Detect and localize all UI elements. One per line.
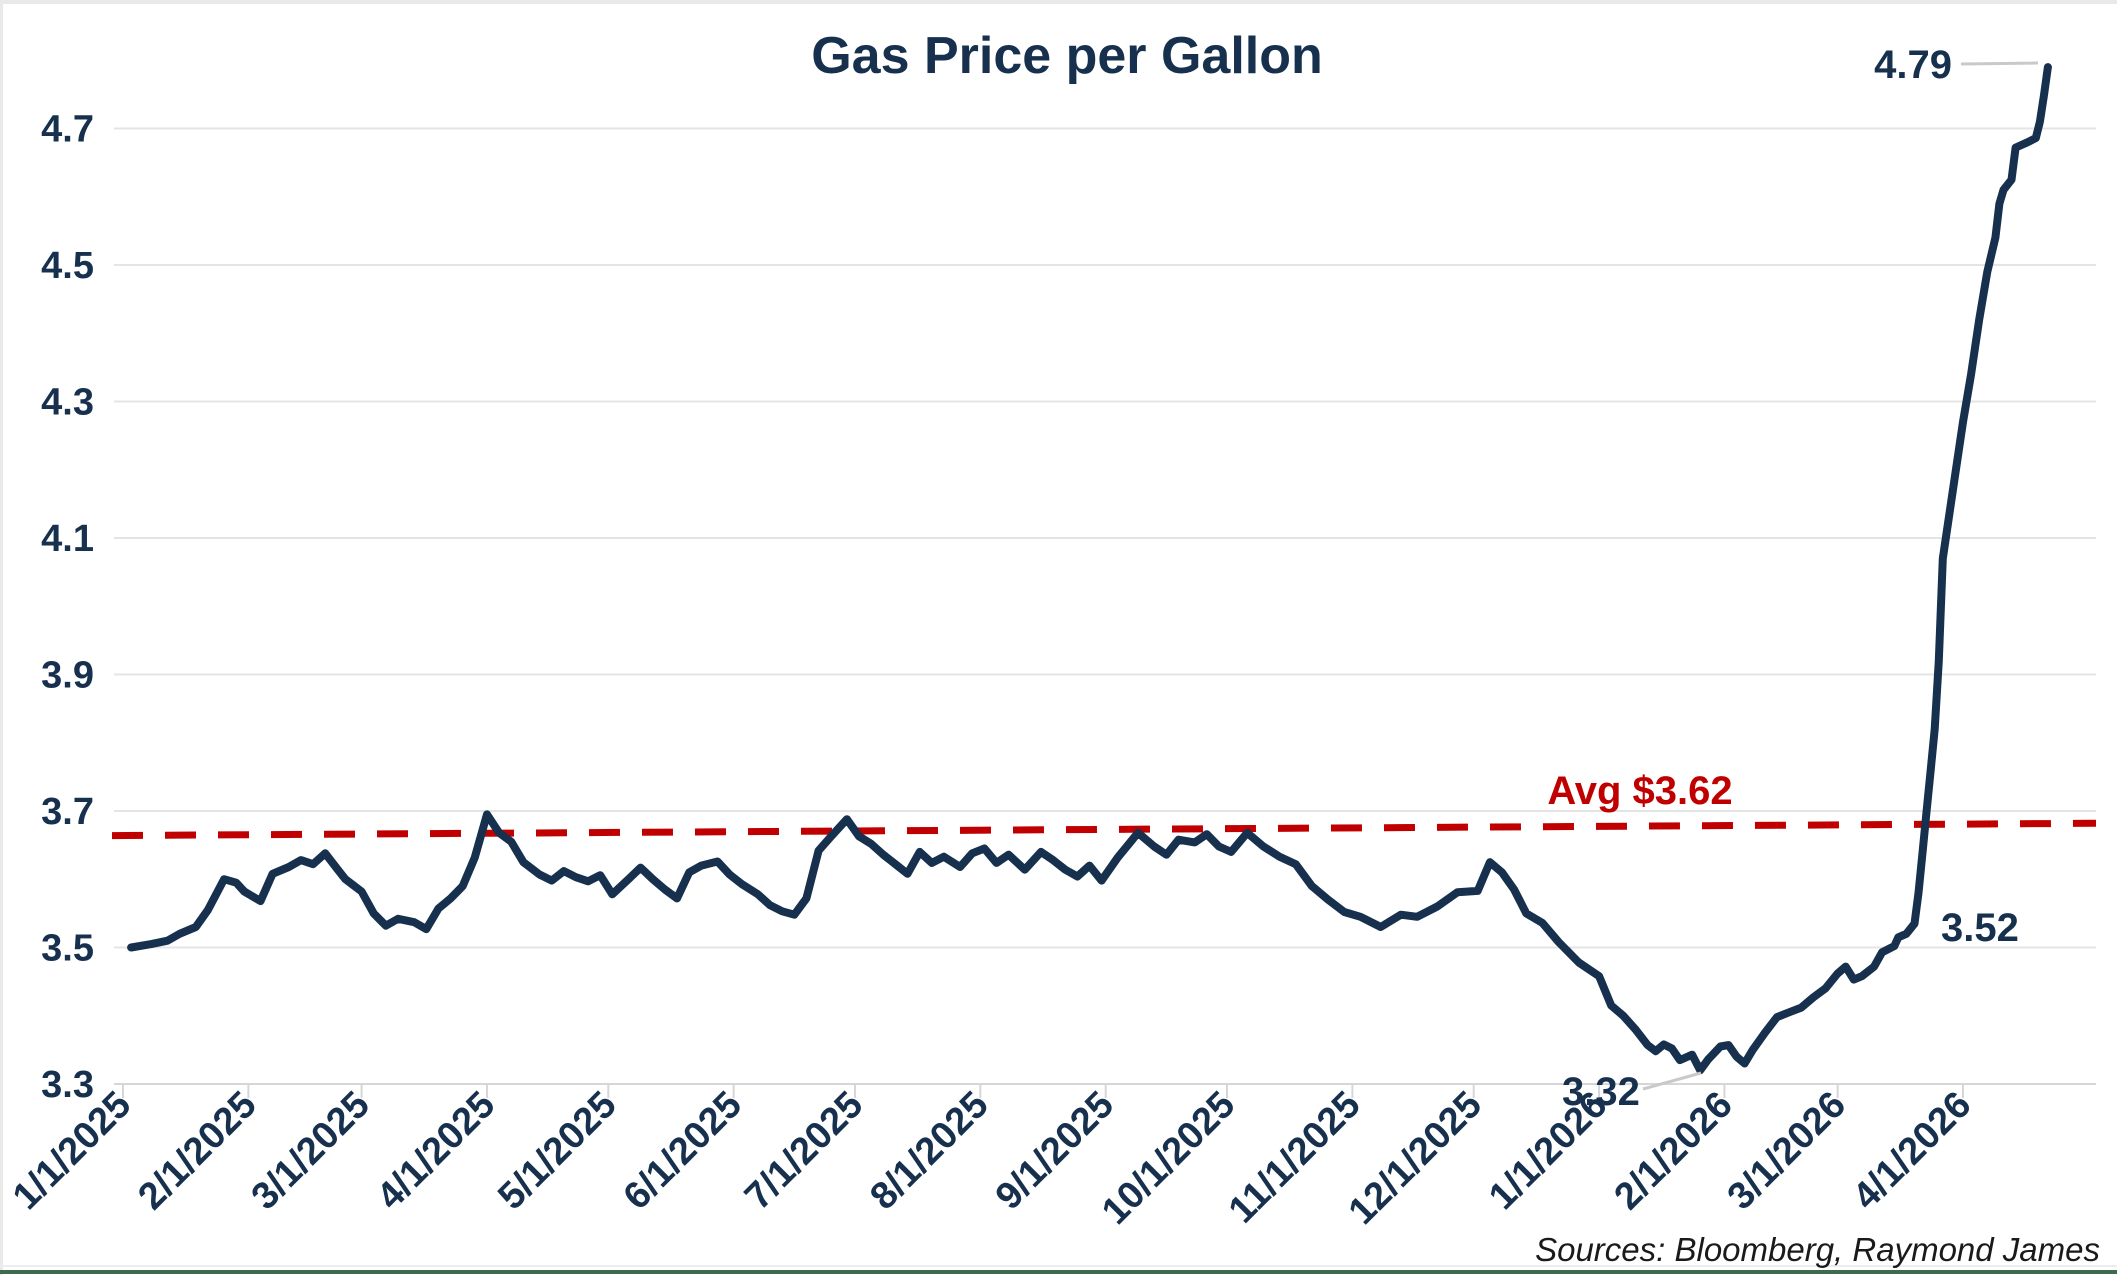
x-tick-label: 7/1/2025 [737, 1084, 871, 1218]
average-dashed-line [111, 819, 2097, 840]
x-tick-label: 5/1/2025 [490, 1084, 624, 1218]
x-tick-label: 4/1/2025 [369, 1084, 503, 1218]
price-line-layer [127, 63, 2052, 1075]
x-tick-label: 6/1/2025 [616, 1084, 750, 1218]
page-border-left [0, 0, 3, 1275]
annotation-peak-value: 4.79 [1874, 43, 1952, 87]
chart-title: Gas Price per Gallon [811, 27, 1323, 85]
x-tick-label: 4/1/2026 [1845, 1084, 1979, 1218]
y-tick-label: 3.5 [41, 928, 94, 970]
page-border-bottom-green [0, 1270, 2117, 1274]
annotation-minimum-value: 3.32 [1562, 1070, 1640, 1114]
average-line-label: Avg $3.62 [1547, 769, 1732, 813]
y-tick-label: 4.3 [41, 382, 94, 424]
x-tick-labels-layer: 1/1/20252/1/20253/1/20254/1/20255/1/2025… [5, 1084, 1979, 1233]
x-tick-label: 12/1/2025 [1341, 1084, 1490, 1233]
y-tick-labels-layer: 3.3 3.5 3.7 3.9 4.1 4.3 4.5 4.7 [41, 109, 94, 1107]
y-tick-label: 4.5 [41, 245, 94, 287]
x-tick-label: 10/1/2025 [1094, 1084, 1243, 1233]
x-tick-label: 2/1/2025 [130, 1084, 264, 1218]
y-tick-label: 3.7 [41, 791, 94, 833]
y-tick-label: 4.7 [41, 109, 94, 151]
average-line-layer [111, 819, 2097, 840]
gridlines-layer [114, 127, 2096, 949]
source-note: Sources: Bloomberg, Raymond James [1535, 1231, 2100, 1268]
leader-line-3-32 [1642, 1071, 1702, 1091]
x-tick-label: 8/1/2025 [862, 1084, 996, 1218]
annotation-pre-surge-value: 3.52 [1941, 906, 2019, 950]
x-axis-layer [114, 1083, 2096, 1098]
x-tick-label: 3/1/2026 [1720, 1084, 1854, 1218]
y-tick-label: 3.3 [41, 1064, 94, 1106]
x-tick-label: 3/1/2025 [244, 1084, 378, 1218]
page-border-top [0, 0, 2117, 4]
price-line-series [127, 63, 2052, 1075]
y-tick-label: 4.1 [41, 518, 94, 560]
leader-line-4-79 [1960, 61, 2039, 66]
y-tick-label: 3.9 [41, 655, 94, 697]
page-border-bottom-gray [0, 1265, 2117, 1267]
